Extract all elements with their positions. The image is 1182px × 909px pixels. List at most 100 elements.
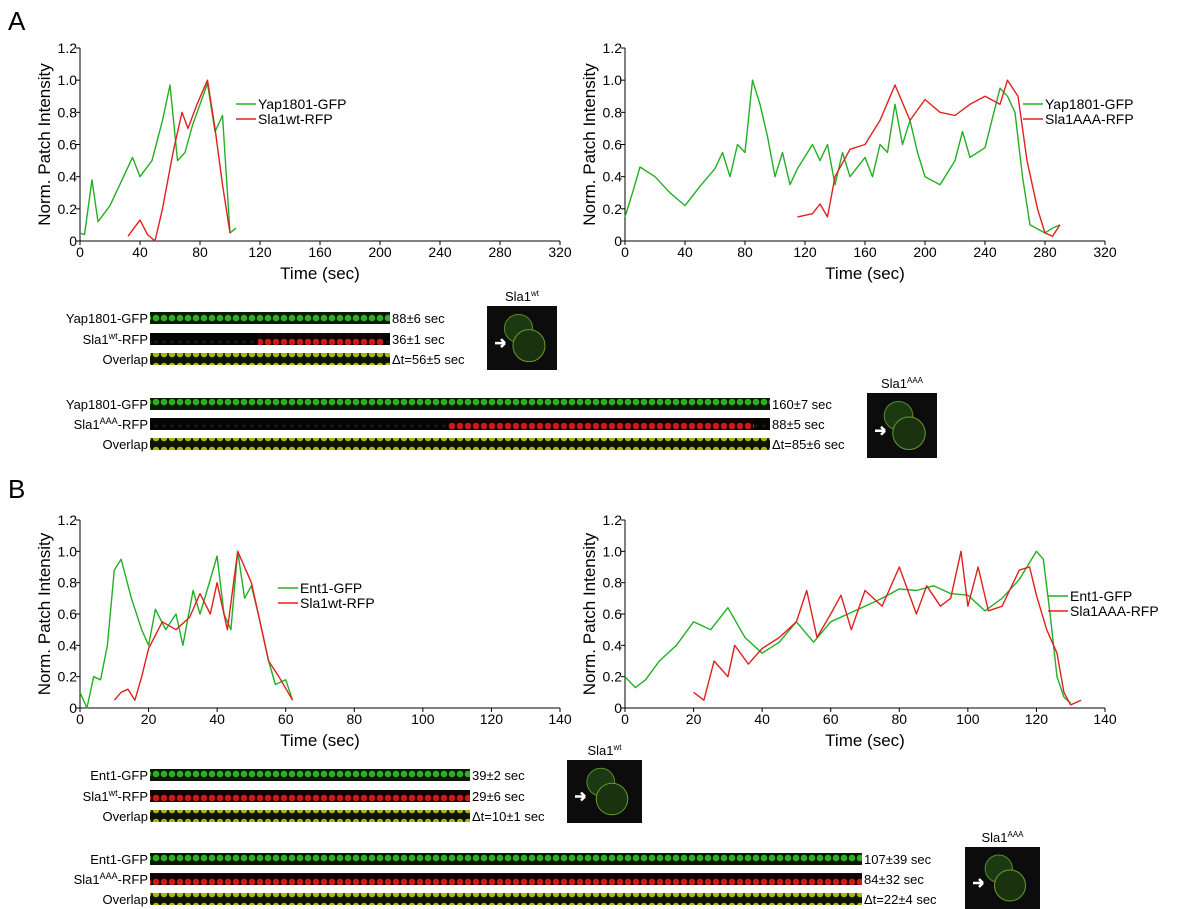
label-part: Overlap [102, 352, 148, 367]
y-tick-label: 0.8 [603, 104, 623, 120]
kymograph-strip [150, 769, 470, 781]
kymograph-duration: Δt=10±1 sec [472, 809, 545, 824]
x-tick-label: 160 [853, 244, 877, 260]
superscript: AAA [100, 871, 118, 881]
y-tick-label: 0.4 [58, 637, 78, 653]
x-axis-label: Time (sec) [825, 731, 905, 750]
label-part: Sla1 [83, 332, 109, 347]
kymograph-strip [258, 333, 383, 345]
legend-label: Yap1801-GFP [1045, 96, 1133, 112]
legend-label: Sla1AAA-RFP [1070, 603, 1159, 619]
label-part: Sla1 [881, 376, 907, 391]
superscript: wt [613, 743, 623, 752]
label-part: Overlap [102, 809, 148, 824]
y-tick-label: 1.2 [58, 40, 78, 56]
legend-label: Sla1AAA-RFP [1045, 111, 1134, 127]
y-axis-label: Norm. Patch Intensity [35, 532, 54, 695]
kymograph-duration: Δt=56±5 sec [392, 352, 465, 367]
label-part: Sla1 [83, 789, 109, 804]
y-tick-label: 0.8 [58, 575, 78, 591]
kymograph-label: Yap1801-GFP [66, 397, 148, 412]
y-tick-label: 0.6 [603, 137, 623, 153]
cell [995, 870, 1026, 901]
y-tick-label: 1.0 [603, 543, 623, 559]
y-tick-label: 1.2 [603, 512, 623, 528]
superscript: AAA [907, 376, 924, 385]
y-axis-label: Norm. Patch Intensity [35, 63, 54, 226]
label-part: Ent1-GFP [90, 768, 148, 783]
cell [893, 417, 926, 450]
label-part: Sla1 [74, 872, 100, 887]
superscript: wt [108, 331, 118, 341]
label-part: -RFP [118, 872, 148, 887]
label-part: Yap1801-GFP [66, 397, 148, 412]
x-tick-label: 20 [141, 711, 157, 727]
kymograph-duration: 160±7 sec [772, 397, 832, 412]
legend-label: Ent1-GFP [300, 580, 362, 596]
label-part: Yap1801-GFP [66, 311, 148, 326]
y-axis-label: Norm. Patch Intensity [580, 63, 599, 226]
kymograph-duration: 107±39 sec [864, 852, 932, 867]
kymograph-duration: 88±5 sec [772, 417, 825, 432]
cell [513, 330, 545, 362]
x-tick-label: 280 [488, 244, 512, 260]
x-tick-label: 80 [891, 711, 907, 727]
kymograph-duration: 39±2 sec [472, 768, 525, 783]
superscript: wt [530, 289, 540, 298]
y-tick-label: 0.2 [58, 669, 78, 685]
kymograph-label: Ent1-GFP [90, 852, 148, 867]
x-tick-label: 100 [956, 711, 980, 727]
x-tick-label: 100 [411, 711, 435, 727]
series-line [128, 80, 230, 241]
x-tick-label: 120 [1025, 711, 1049, 727]
kymograph-label: Sla1AAA-RFP [74, 871, 148, 887]
label-part: Overlap [102, 892, 148, 907]
x-tick-label: 80 [737, 244, 753, 260]
y-axis-label: Norm. Patch Intensity [580, 532, 599, 695]
y-tick-label: 0.8 [58, 104, 78, 120]
kymograph-duration: Δt=22±4 sec [864, 892, 937, 907]
panel-label: B [8, 474, 25, 504]
y-tick-label: 1.0 [603, 72, 623, 88]
kymograph-duration: 29±6 sec [472, 789, 525, 804]
series-line [625, 551, 1071, 703]
label-part: Sla1 [981, 830, 1007, 845]
label-part: Overlap [102, 437, 148, 452]
x-tick-label: 40 [209, 711, 225, 727]
label-part: Sla1 [587, 743, 613, 758]
y-tick-label: 0.8 [603, 575, 623, 591]
x-tick-label: 40 [754, 711, 770, 727]
cell-label: Sla1wt [587, 743, 622, 758]
kymograph-strip [150, 790, 470, 802]
x-tick-label: 120 [793, 244, 817, 260]
kymograph-label: Sla1AAA-RFP [74, 416, 148, 432]
kymograph-strip [150, 398, 770, 410]
y-tick-label: 0.4 [603, 169, 623, 185]
kymograph-label: Sla1wt-RFP [83, 788, 148, 804]
y-tick-label: 0.6 [58, 606, 78, 622]
legend-label: Ent1-GFP [1070, 588, 1132, 604]
kymograph-label: Sla1wt-RFP [83, 331, 148, 347]
x-tick-label: 80 [192, 244, 208, 260]
x-tick-label: 60 [823, 711, 839, 727]
kymograph-duration: Δt=85±6 sec [772, 437, 845, 452]
x-tick-label: 140 [1093, 711, 1117, 727]
superscript: wt [108, 788, 118, 798]
y-tick-label: 1.2 [58, 512, 78, 528]
cell-label: Sla1AAA [881, 376, 924, 391]
series-line [80, 83, 236, 234]
x-tick-label: 240 [428, 244, 452, 260]
x-tick-label: 80 [346, 711, 362, 727]
x-axis-label: Time (sec) [825, 264, 905, 283]
figure: A B 00.20.40.60.81.01.204080120160200240… [0, 0, 1182, 909]
y-tick-label: 0.4 [58, 169, 78, 185]
superscript: AAA [100, 416, 118, 426]
kymograph-label: Yap1801-GFP [66, 311, 148, 326]
kymograph-strip [150, 312, 390, 324]
y-tick-label: 1.0 [58, 72, 78, 88]
y-tick-label: 0.4 [603, 637, 623, 653]
superscript: AAA [1008, 830, 1025, 839]
x-axis-label: Time (sec) [280, 264, 360, 283]
x-tick-label: 280 [1033, 244, 1057, 260]
kymograph-strip [150, 353, 390, 365]
